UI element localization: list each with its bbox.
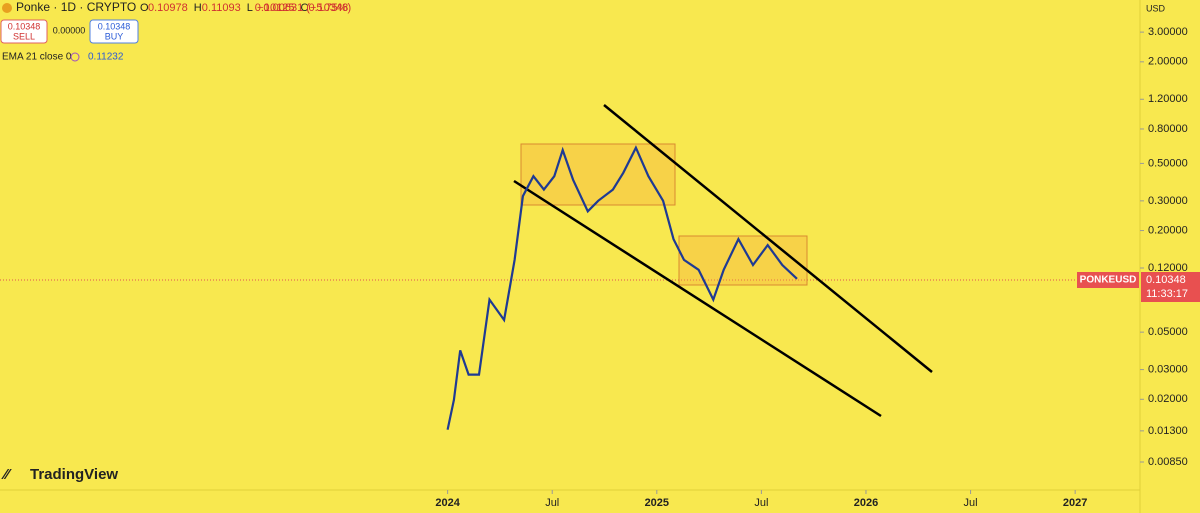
ohlc-value: 0.11093 — [202, 2, 241, 14]
y-tick-label: 0.50000 — [1148, 157, 1188, 169]
price-line-series — [446, 145, 798, 430]
ohlc-value: 0.10125 — [255, 2, 295, 14]
brand-logo: ⁄⁄ — [1, 466, 13, 483]
last-price: 0.10348 — [1146, 274, 1186, 286]
ohlc-key: O — [140, 2, 149, 14]
x-tick-label: Jul — [964, 497, 978, 509]
last-price-bg — [1141, 272, 1200, 302]
change: −0.00631 (−5.75%) — [257, 2, 351, 14]
y-tick-label: 0.80000 — [1148, 123, 1188, 135]
branding: TradingView — [30, 466, 118, 483]
buy-button[interactable] — [89, 19, 139, 44]
x-tick-label: 2025 — [645, 497, 669, 509]
y-tick-label: 0.05000 — [1148, 326, 1188, 338]
x-tick-label: 2026 — [854, 497, 878, 509]
sell-label: SELL — [13, 31, 35, 41]
y-tick-label: 3.00000 — [1148, 26, 1188, 38]
y-tick-label: 0.01300 — [1148, 425, 1188, 437]
ohlc-value: 0.10348 — [308, 2, 348, 14]
range-box — [678, 235, 808, 286]
currency[interactable]: USD — [1146, 3, 1166, 13]
symbol-tag: PONKEUSD — [1080, 275, 1137, 286]
y-tick-label: 0.00850 — [1148, 456, 1188, 468]
countdown: 11:33:17 — [1146, 288, 1188, 300]
spread: 0.00000 — [53, 25, 86, 35]
ohlc-key: C — [300, 2, 308, 14]
sell-price: 0.10348 — [8, 21, 41, 31]
indicator: EMA 21 close 0 — [2, 52, 72, 63]
indicator-value: 0.11232 — [88, 52, 124, 63]
buy-label: BUY — [105, 31, 124, 41]
ohlc-key: H — [194, 2, 202, 14]
y-tick-label: 0.02000 — [1148, 393, 1188, 405]
x-tick-label: Jul — [545, 497, 559, 509]
y-tick-label: 0.20000 — [1148, 224, 1188, 236]
y-tick-label: 0.03000 — [1148, 363, 1188, 375]
y-tick-label: 0.12000 — [1148, 262, 1188, 274]
y-tick-label: 2.00000 — [1148, 56, 1188, 68]
sell-button[interactable] — [0, 19, 48, 44]
symbol: Ponke · 1D · CRYPTO — [16, 0, 136, 14]
range-box — [520, 143, 676, 206]
ohlc: O 0.10978 H 0.11093 L 0.10125 C 0.10348 — [140, 2, 348, 14]
y-tick-label: 0.30000 — [1148, 195, 1188, 207]
x-tick-label: 2024 — [435, 497, 460, 509]
x-tick-label: Jul — [754, 497, 768, 509]
ohlc-value: 0.10978 — [148, 2, 188, 14]
trend-line — [513, 179, 882, 418]
symbol-tag-bg — [1077, 272, 1139, 288]
buy-price: 0.10348 — [98, 21, 131, 31]
indicator-icon — [70, 52, 80, 62]
y-tick-label: 1.20000 — [1148, 93, 1188, 105]
ohlc-key: L — [247, 2, 253, 14]
trend-line — [603, 104, 933, 373]
symbol-icon — [2, 3, 12, 13]
x-tick-label: 2027 — [1063, 497, 1087, 509]
